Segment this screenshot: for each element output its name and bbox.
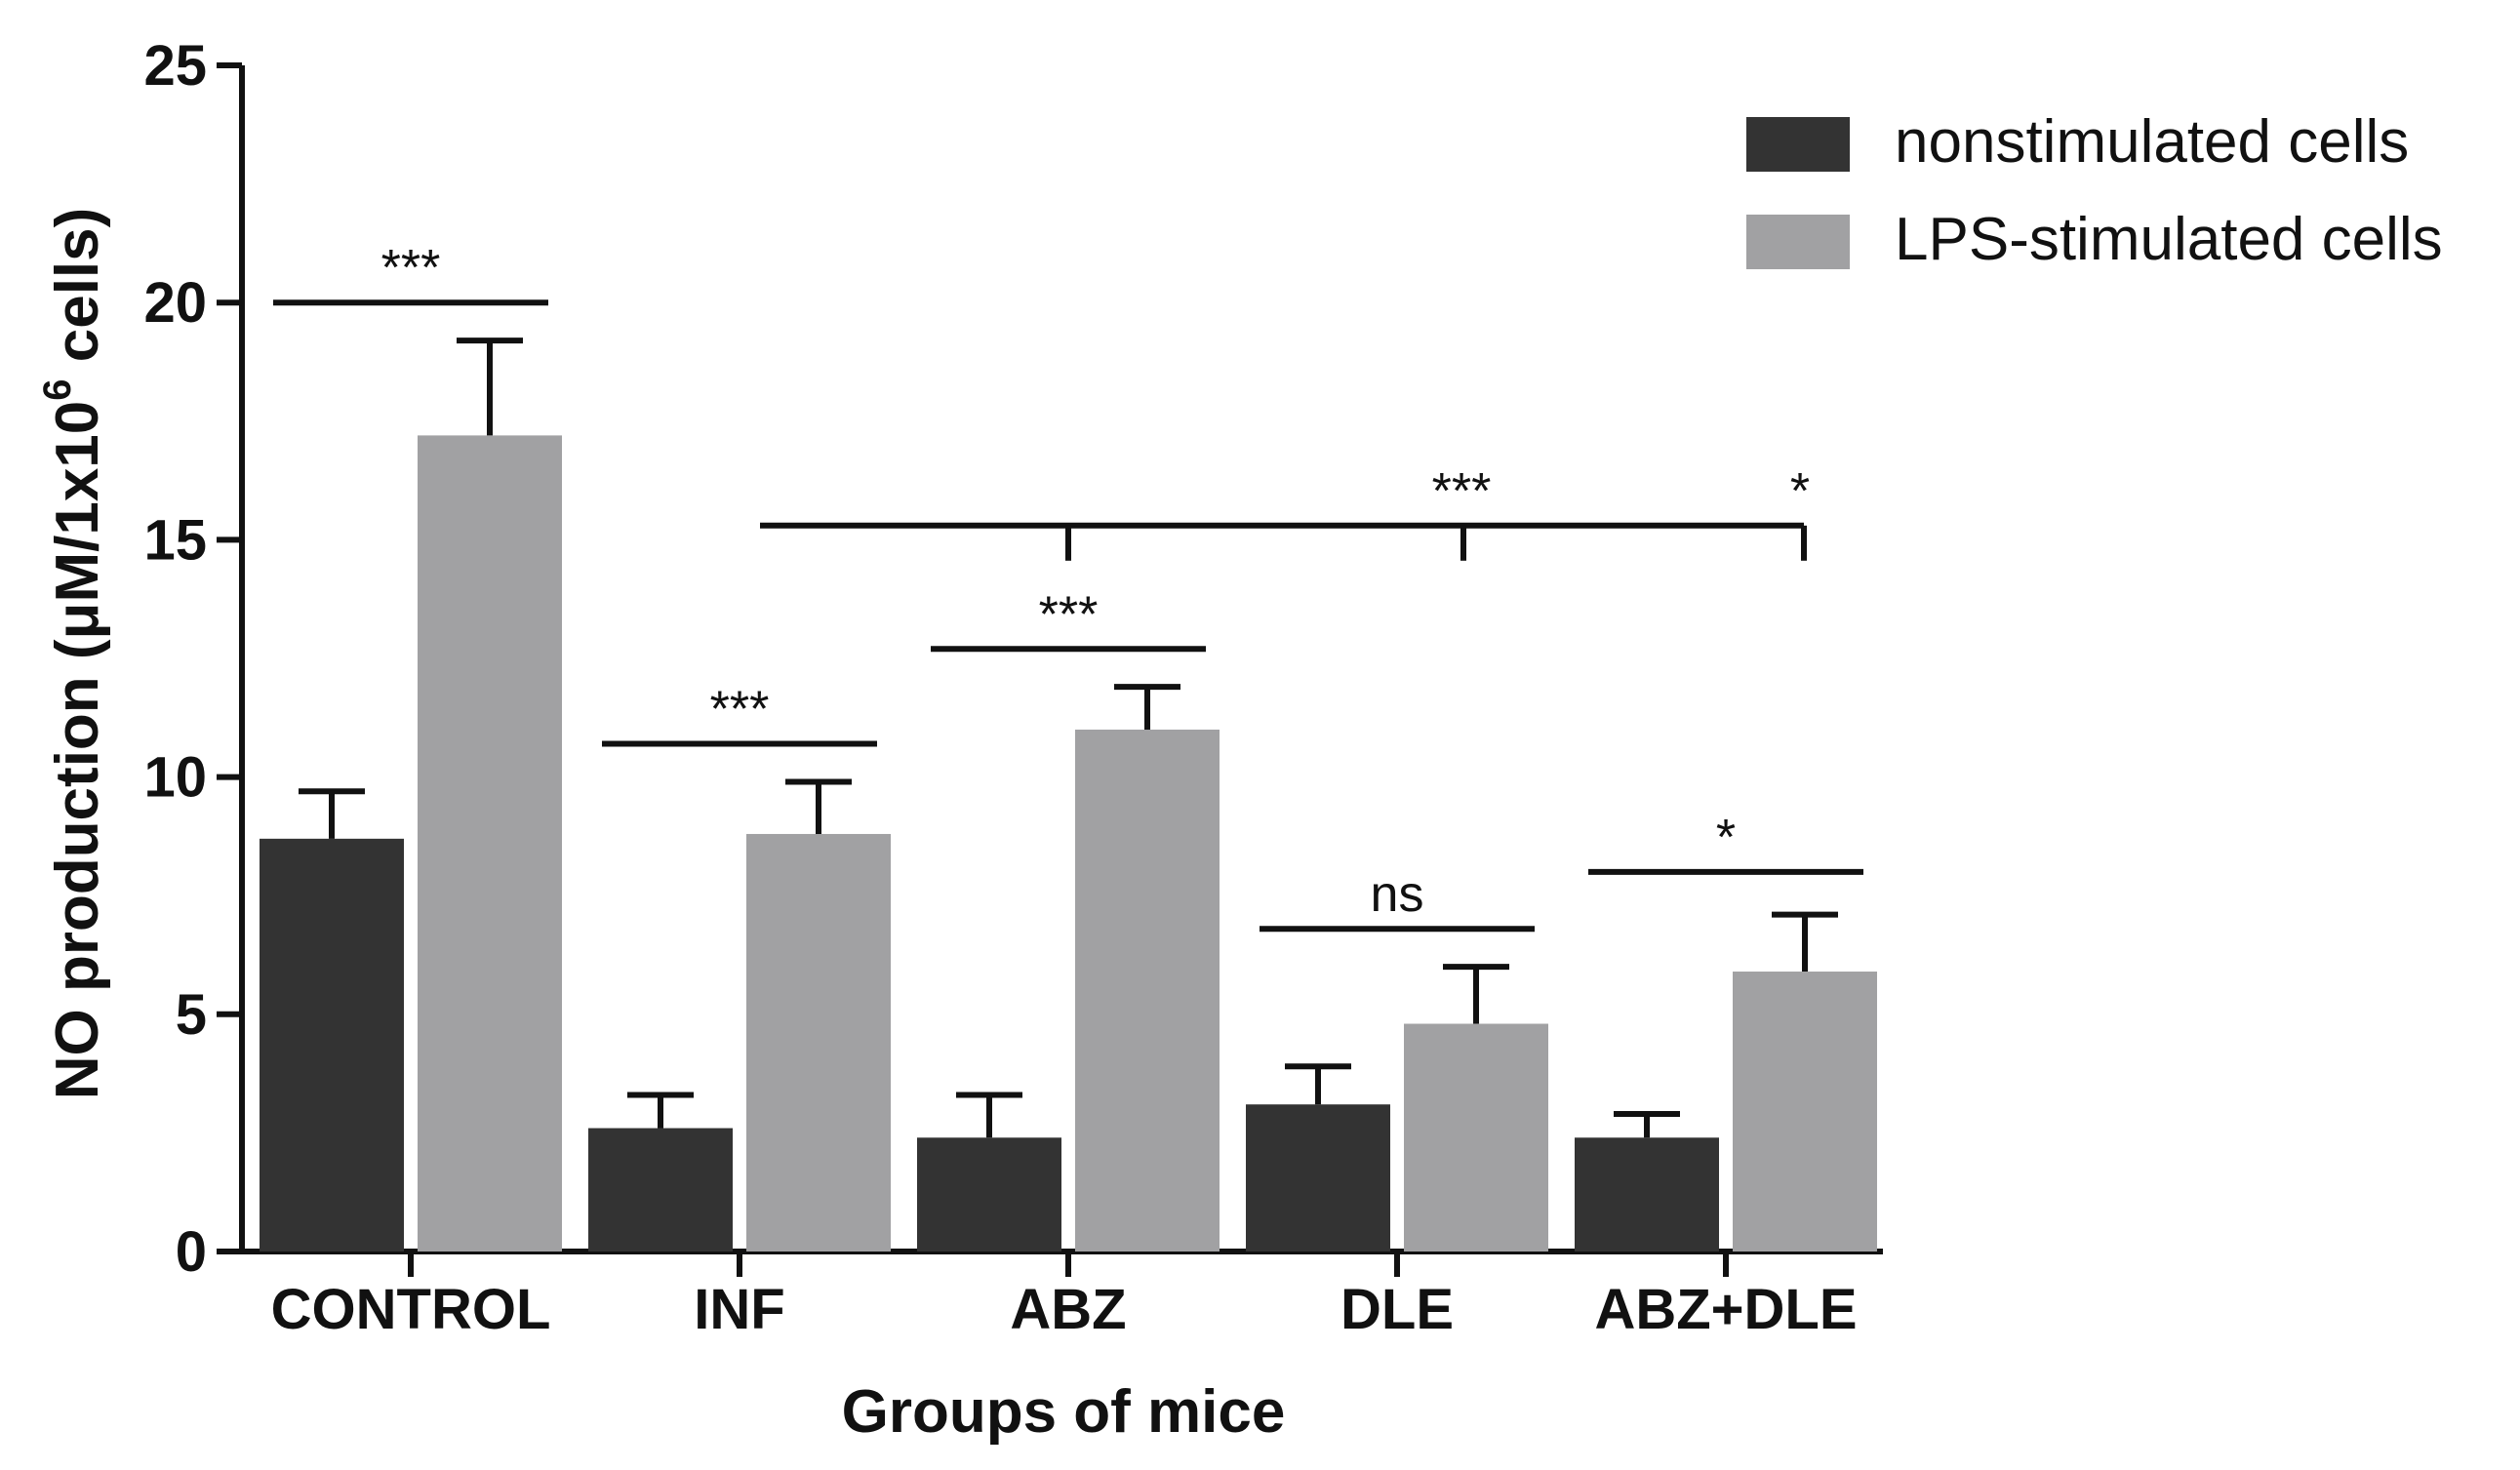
y-axis-title-end: cells)	[44, 208, 111, 379]
bar-0-4	[1575, 1137, 1719, 1251]
x-category-label: INF	[694, 1278, 784, 1341]
bar-1-0	[418, 435, 562, 1252]
bar-0-1	[588, 1128, 733, 1251]
bar-0-0	[260, 838, 404, 1251]
x-category-label: DLE	[1340, 1278, 1454, 1341]
significance-label: *	[1790, 463, 1810, 520]
legend-swatch	[1746, 215, 1850, 269]
y-axis-title-main: NO production (μM/1x10	[44, 401, 111, 1100]
y-tick-label: 0	[176, 1220, 207, 1284]
legend: nonstimulated cells LPS-stimulated cells	[1746, 108, 2443, 273]
legend-swatch	[1746, 117, 1850, 172]
bar-1-3	[1404, 1023, 1548, 1251]
legend-label: LPS-stimulated cells	[1895, 206, 2443, 273]
significance-annotations: *********ns**** *	[273, 240, 1863, 933]
y-ticks: 0 5 10 15 20 25	[143, 34, 242, 1284]
y-tick-label: 25	[143, 34, 207, 98]
bars	[260, 435, 1877, 1252]
bar-1-2	[1075, 729, 1220, 1251]
bar-0-2	[917, 1137, 1061, 1251]
error-bars	[299, 338, 1838, 1138]
bar-1-4	[1733, 972, 1877, 1251]
bar-1-1	[746, 833, 891, 1251]
x-axis-title: Groups of mice	[842, 1378, 1286, 1446]
y-axis-title-sup: 6	[36, 378, 79, 400]
significance-label: ***	[1039, 586, 1099, 643]
bar-0-3	[1246, 1104, 1390, 1251]
significance-label: *	[1716, 810, 1736, 866]
y-axis-title: NO production (μM/1x106 cells)	[36, 208, 111, 1100]
x-category-label: ABZ	[1010, 1278, 1126, 1341]
x-category-label: ABZ+DLE	[1594, 1278, 1857, 1341]
y-tick-label: 15	[143, 508, 207, 572]
significance-label: ***	[1432, 463, 1492, 520]
y-tick-label: 20	[143, 271, 207, 335]
y-tick-label: 10	[143, 746, 207, 810]
significance-label: ***	[381, 240, 441, 297]
y-tick-label: 5	[176, 983, 207, 1047]
x-category-label: CONTROL	[271, 1278, 551, 1341]
significance-label: ***	[710, 682, 770, 738]
significance-label: ns	[1371, 866, 1424, 923]
x-category-labels: CONTROL INF ABZ DLE ABZ+DLE	[271, 1251, 1858, 1341]
legend-label: nonstimulated cells	[1895, 108, 2409, 176]
